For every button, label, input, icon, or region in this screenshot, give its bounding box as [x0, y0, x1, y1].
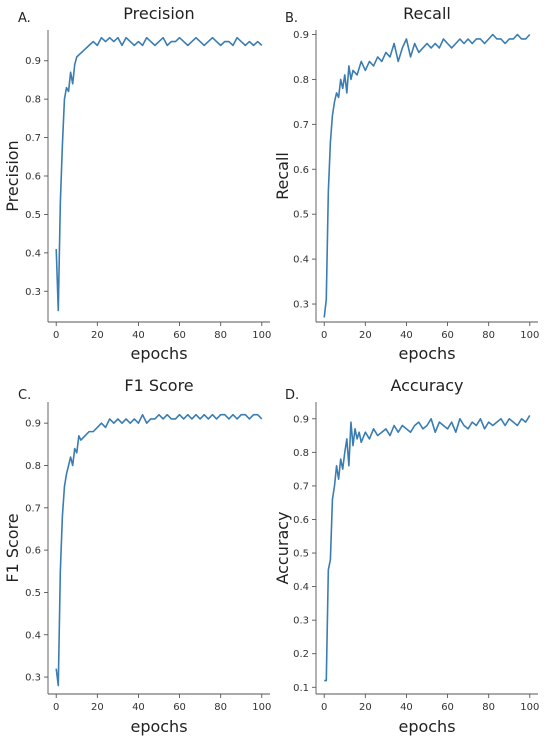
accuracy-y-tick-label: 0.4	[293, 582, 309, 593]
accuracy-y-tick-label: 0.7	[293, 481, 309, 492]
f1-score-y-axis-label: F1 Score	[3, 513, 22, 582]
panel-accuracy: 0 20 40 60 80 100 0.1 0.2 0.3 0.4 0.5 0.6 0.7 0.8 0.9 D…	[273, 376, 539, 736]
f1-score-y-tick-label: 0.5	[25, 588, 41, 599]
f1-score-y-tick-label: 0.3	[25, 673, 41, 684]
accuracy-x-tick-label: 20	[359, 702, 372, 713]
accuracy-series-line	[324, 415, 531, 682]
recall-y-axis-label: Recall	[273, 152, 292, 200]
precision-y-tick-label: 0.4	[25, 248, 41, 259]
precision-y-tick-label: 0.3	[25, 287, 41, 298]
recall-title: Recall	[403, 4, 451, 23]
precision-y-tick-label: 0.7	[25, 133, 41, 144]
f1-score-x-tick-label: 20	[91, 702, 104, 713]
precision-title: Precision	[123, 4, 194, 23]
precision-y-tick-label: 0.8	[25, 95, 41, 106]
accuracy-panel-letter: D.	[285, 388, 299, 403]
precision-y-tick-label: 0.5	[25, 210, 41, 221]
accuracy-y-axis-label: Accuracy	[273, 511, 292, 584]
precision-x-tick-label: 40	[132, 330, 145, 341]
accuracy-x-tick-label: 0	[321, 702, 327, 713]
recall-panel-letter: B.	[285, 11, 298, 26]
precision-y-tick-label: 0.9	[25, 56, 41, 67]
f1-score-x-tick-label: 100	[252, 702, 271, 713]
f1-score-series-line	[55, 413, 263, 687]
accuracy-title: Accuracy	[390, 376, 463, 395]
f1-score-y-tick-label: 0.6	[25, 546, 41, 557]
precision-x-tick-label: 20	[91, 330, 104, 341]
recall-y-tick-label: 0.9	[293, 30, 309, 41]
panel-precision: 0 20 40 60 80 100 0.3 0.4 0.5 0.6 0.7 0.8 0.9 A. Preci…	[3, 4, 271, 363]
recall-x-tick-label: 80	[482, 330, 495, 341]
f1-score-y-tick-label: 0.7	[25, 503, 41, 514]
accuracy-y-tick-label: 0.6	[293, 515, 309, 526]
accuracy-y-tick-label: 0.3	[293, 616, 309, 627]
f1-score-x-tick-label: 60	[173, 702, 186, 713]
accuracy-x-tick-label: 40	[400, 702, 413, 713]
panel-f1-score: 0 20 40 60 80 100 0.3 0.4 0.5 0.6 0.7 0.8 0.9 C. F1 Sc…	[3, 376, 271, 736]
recall-series-line	[323, 33, 531, 318]
f1-score-x-tick-label: 0	[53, 702, 59, 713]
f1-score-panel-letter: C.	[18, 388, 31, 403]
panel-recall: 0 20 40 60 80 100 0.3 0.4 0.5 0.6 0.7 0.8 0.9 B. Recal…	[273, 4, 539, 363]
recall-y-tick-label: 0.6	[293, 165, 309, 176]
recall-y-tick-label: 0.8	[293, 75, 309, 86]
recall-x-tick-label: 60	[441, 330, 454, 341]
recall-x-tick-label: 40	[400, 330, 413, 341]
f1-score-x-tick-label: 80	[214, 702, 227, 713]
precision-panel-letter: A.	[18, 11, 31, 26]
recall-x-tick-label: 20	[359, 330, 372, 341]
f1-score-y-tick-label: 0.8	[25, 461, 41, 472]
recall-x-tick-label: 0	[321, 330, 327, 341]
precision-series-line	[55, 36, 263, 312]
recall-x-tick-label: 100	[520, 330, 539, 341]
precision-y-axis-label: Precision	[3, 140, 22, 211]
accuracy-x-tick-label: 80	[482, 702, 495, 713]
accuracy-x-tick-label: 60	[441, 702, 454, 713]
accuracy-y-tick-label: 0.2	[293, 649, 309, 660]
recall-x-axis-label: epochs	[398, 344, 455, 363]
precision-x-tick-label: 100	[252, 330, 271, 341]
f1-score-x-tick-label: 40	[132, 702, 145, 713]
accuracy-y-tick-label: 0.1	[293, 683, 309, 694]
f1-score-y-tick-label: 0.9	[25, 419, 41, 430]
accuracy-x-axis-label: epochs	[398, 717, 455, 736]
recall-y-tick-label: 0.7	[293, 120, 309, 131]
recall-y-tick-label: 0.4	[293, 255, 309, 266]
f1-score-title: F1 Score	[124, 376, 193, 395]
f1-score-y-tick-label: 0.4	[25, 630, 41, 641]
accuracy-y-tick-label: 0.9	[293, 414, 309, 425]
precision-x-tick-label: 80	[214, 330, 227, 341]
recall-y-tick-label: 0.3	[293, 300, 309, 311]
recall-y-tick-label: 0.5	[293, 210, 309, 221]
accuracy-y-tick-label: 0.8	[293, 448, 309, 459]
accuracy-x-tick-label: 100	[520, 702, 539, 713]
f1-score-x-axis-label: epochs	[130, 717, 187, 736]
precision-x-axis-label: epochs	[130, 344, 187, 363]
precision-x-tick-label: 60	[173, 330, 186, 341]
precision-y-tick-label: 0.6	[25, 172, 41, 183]
precision-x-tick-label: 0	[53, 330, 59, 341]
accuracy-y-tick-label: 0.5	[293, 549, 309, 560]
